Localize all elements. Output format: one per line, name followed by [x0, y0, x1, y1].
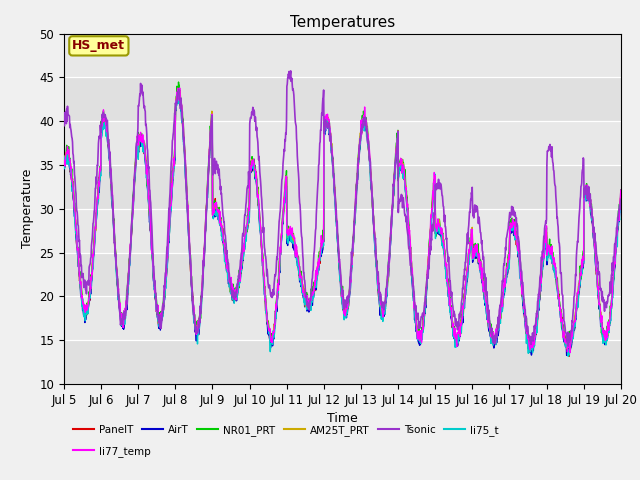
Bar	[64, 296, 621, 340]
Tsonic	[617, 196, 625, 202]
li75_t	[502, 279, 509, 285]
NR01_PRT	[429, 197, 437, 203]
AM25T_PRT	[246, 169, 254, 175]
li75_t	[564, 353, 572, 359]
AM25T_PRT	[551, 266, 559, 272]
AirT	[184, 225, 192, 230]
li77_temp	[176, 85, 184, 91]
NR01_PRT	[60, 165, 68, 171]
li77_temp	[246, 163, 254, 168]
PanelT	[60, 165, 68, 170]
PanelT	[429, 194, 437, 200]
Bar	[64, 77, 621, 121]
AirT	[563, 352, 570, 358]
AirT	[551, 268, 559, 274]
li75_t	[60, 158, 68, 164]
Line: AirT: AirT	[64, 96, 621, 355]
Tsonic	[287, 68, 294, 74]
AM25T_PRT	[617, 195, 625, 201]
Bar	[64, 209, 621, 252]
li75_t	[170, 165, 178, 170]
li77_temp	[184, 216, 192, 222]
AirT	[617, 202, 625, 208]
AM25T_PRT	[184, 220, 192, 226]
Bar	[64, 165, 621, 209]
Bar	[64, 121, 621, 165]
AirT	[502, 279, 509, 285]
PanelT	[170, 161, 178, 167]
li75_t	[617, 202, 625, 207]
li75_t	[246, 166, 254, 171]
AM25T_PRT	[502, 276, 509, 281]
AM25T_PRT	[429, 191, 437, 196]
Line: li77_temp: li77_temp	[64, 88, 621, 353]
Bar	[64, 252, 621, 296]
Y-axis label: Temperature: Temperature	[21, 169, 34, 249]
li77_temp	[566, 350, 574, 356]
li77_temp	[551, 261, 559, 266]
NR01_PRT	[502, 277, 509, 283]
AirT	[246, 169, 254, 175]
li77_temp	[502, 274, 509, 279]
AM25T_PRT	[563, 346, 571, 352]
Tsonic	[429, 220, 437, 226]
NR01_PRT	[170, 153, 178, 159]
li75_t	[429, 196, 437, 202]
Legend: li77_temp: li77_temp	[69, 442, 156, 461]
Line: AM25T_PRT: AM25T_PRT	[64, 91, 621, 349]
li75_t	[174, 91, 182, 96]
li75_t	[551, 267, 559, 273]
li77_temp	[429, 196, 437, 202]
Bar	[64, 34, 621, 77]
Line: Tsonic: Tsonic	[64, 71, 621, 346]
NR01_PRT	[246, 158, 254, 164]
AirT	[175, 93, 182, 98]
AM25T_PRT	[176, 88, 184, 94]
PanelT	[551, 268, 559, 274]
li75_t	[184, 226, 192, 231]
li77_temp	[617, 187, 625, 193]
PanelT	[502, 275, 509, 280]
AirT	[429, 192, 437, 198]
X-axis label: Time: Time	[327, 412, 358, 425]
Tsonic	[246, 117, 254, 123]
Line: NR01_PRT: NR01_PRT	[64, 82, 621, 350]
Bar	[64, 340, 621, 384]
PanelT	[617, 195, 625, 201]
Tsonic	[170, 118, 178, 124]
NR01_PRT	[528, 347, 536, 353]
li77_temp	[60, 160, 68, 166]
PanelT	[175, 88, 182, 94]
NR01_PRT	[184, 212, 192, 217]
Line: PanelT: PanelT	[64, 91, 621, 357]
NR01_PRT	[552, 272, 559, 277]
Tsonic	[60, 120, 68, 126]
Tsonic	[502, 247, 509, 253]
NR01_PRT	[175, 79, 182, 85]
Line: li75_t: li75_t	[64, 94, 621, 356]
Tsonic	[551, 182, 559, 188]
AirT	[60, 167, 68, 172]
PanelT	[565, 354, 573, 360]
Tsonic	[564, 343, 572, 349]
Title: Temperatures: Temperatures	[290, 15, 395, 30]
li77_temp	[170, 158, 178, 164]
AirT	[170, 162, 178, 168]
Text: HS_met: HS_met	[72, 39, 125, 52]
PanelT	[246, 169, 254, 175]
NR01_PRT	[617, 187, 625, 192]
AM25T_PRT	[170, 156, 178, 161]
Tsonic	[184, 219, 191, 225]
AM25T_PRT	[60, 159, 68, 165]
PanelT	[184, 218, 192, 224]
